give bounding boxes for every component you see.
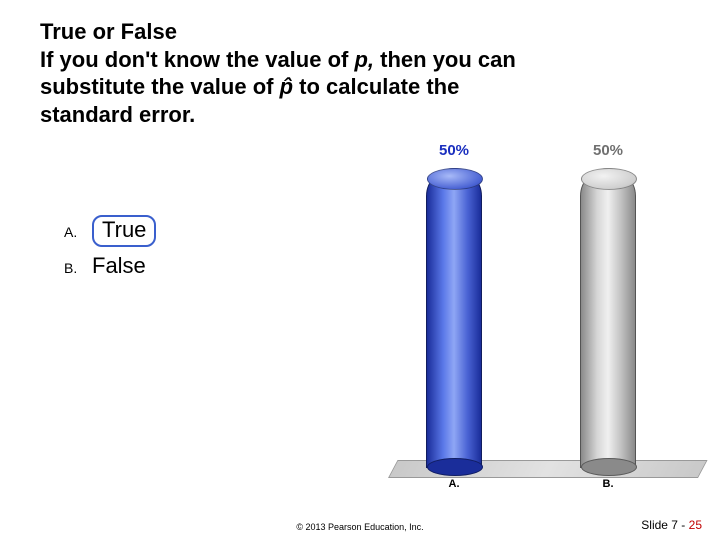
bar-b-bottom [581,458,637,476]
slide-page: 25 [689,518,702,532]
question-p: p, [354,47,374,72]
slide-prefix: Slide 7 - [641,518,688,532]
slide-number: Slide 7 - 25 [641,518,702,532]
response-chart: 50% A. 50% B. [388,160,698,490]
bar-b-value: 50% [580,142,636,159]
question-line3a: substitute the value of [40,74,280,99]
options-list: A. True B. False [64,215,156,286]
option-b-text: False [92,253,146,279]
question-line4: standard error. [40,102,195,127]
copyright-text: © 2013 Pearson Education, Inc. [0,522,720,532]
bar-a: 50% A. [426,168,482,468]
bar-a-value: 50% [426,142,482,159]
option-b[interactable]: B. False [64,253,156,279]
question-line2b: then you can [374,47,516,72]
question-phat: p̂ [280,74,293,99]
bar-b-top [581,168,637,190]
bar-b: 50% B. [580,168,636,468]
question-text: True or False If you don't know the valu… [40,18,680,128]
bar-a-label: A. [426,478,482,490]
bar-b-label: B. [580,478,636,490]
question-line3b: to calculate the [293,74,459,99]
question-line2a: If you don't know the value of [40,47,354,72]
bar-b-body [580,168,636,468]
bar-a-top [427,168,483,190]
question-line1: True or False [40,19,177,44]
option-a-text: True [92,215,156,247]
option-a[interactable]: A. True [64,215,156,247]
bar-a-body [426,168,482,468]
option-a-letter: A. [64,224,92,240]
option-b-letter: B. [64,260,92,276]
bar-a-bottom [427,458,483,476]
